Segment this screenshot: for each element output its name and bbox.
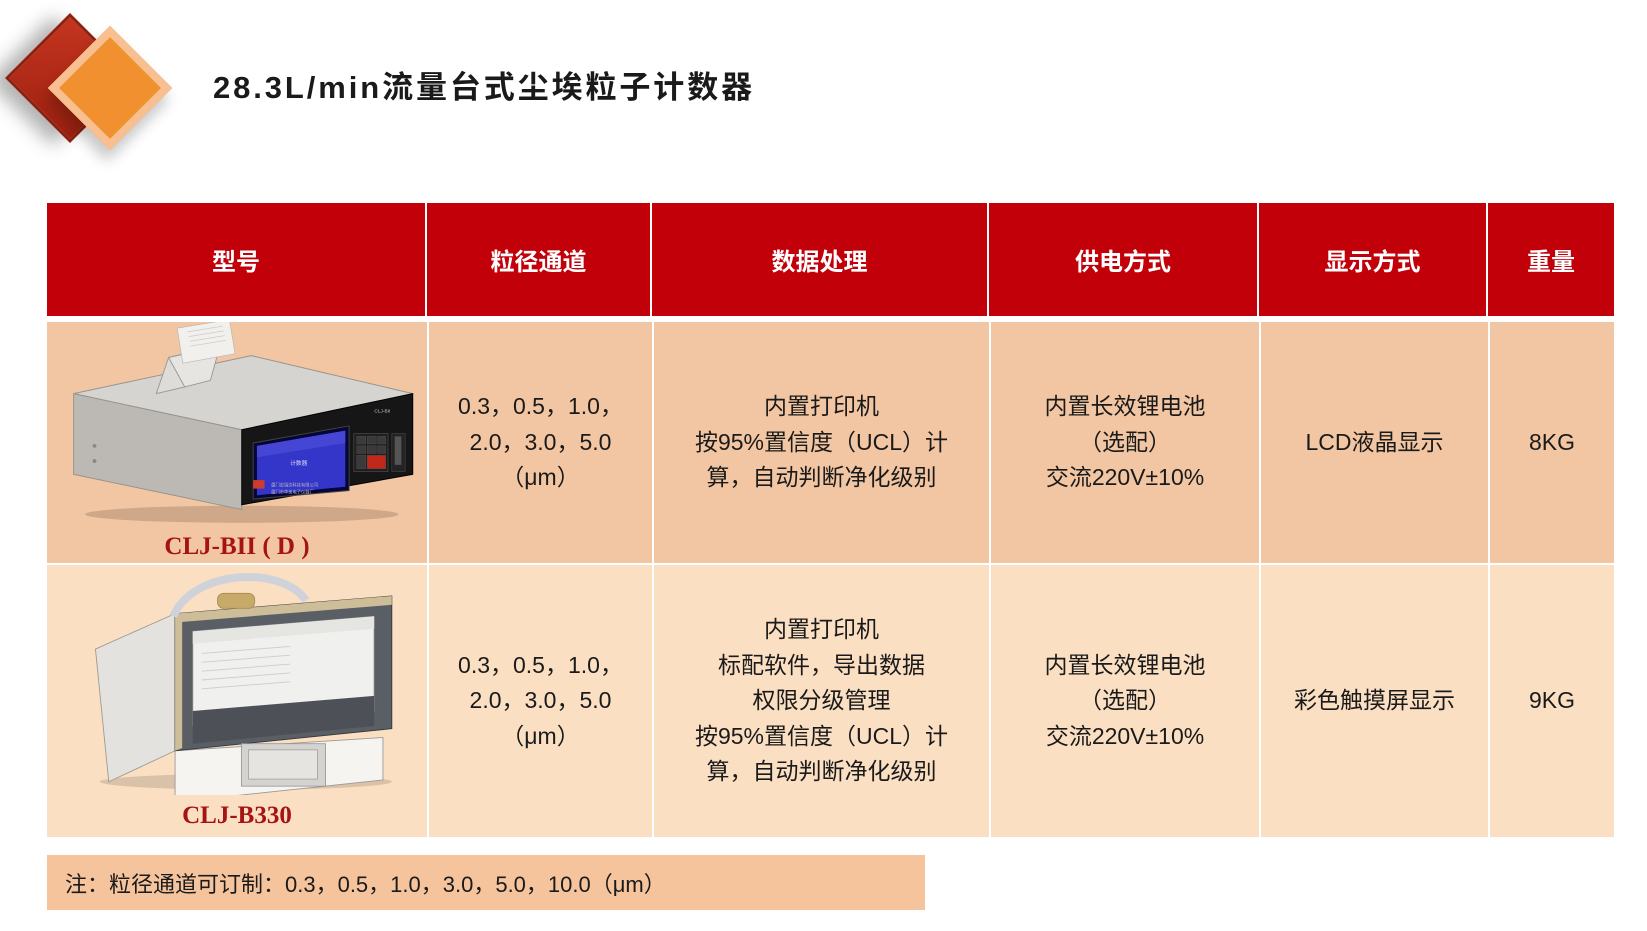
- svg-text:CLJ-BII: CLJ-BII: [374, 409, 390, 415]
- svg-text:计数器: 计数器: [290, 459, 307, 467]
- svg-text:厦门市华美电子仪器厂: 厦门市华美电子仪器厂: [271, 488, 314, 495]
- svg-text:厦门宏瑞达科技有限公司: 厦门宏瑞达科技有限公司: [271, 482, 318, 489]
